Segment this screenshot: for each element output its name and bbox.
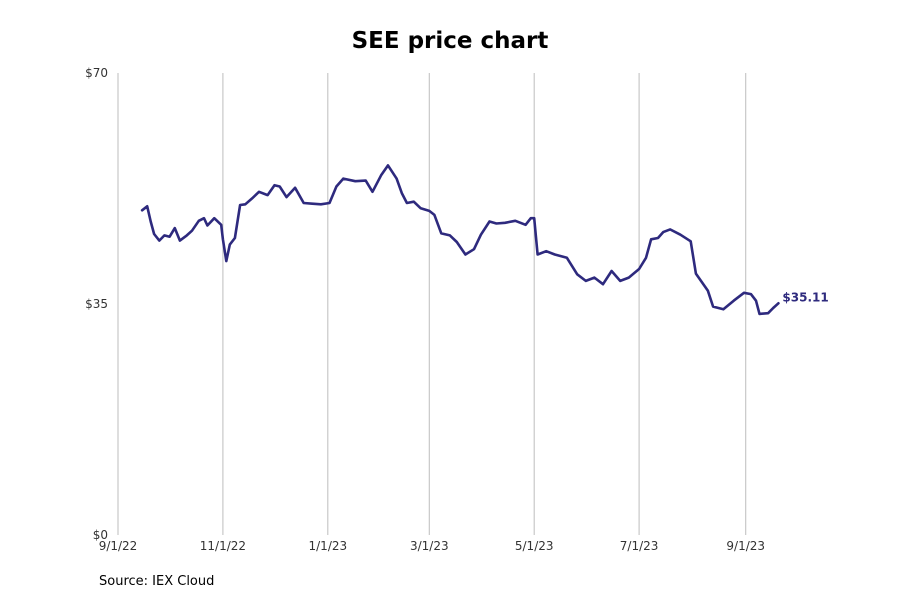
source-note: Source: IEX Cloud	[99, 574, 215, 589]
grid-lines	[117, 73, 747, 535]
x-tick-label: 9/1/22	[99, 539, 138, 553]
y-tick-label: $35	[85, 297, 108, 311]
x-tick-label: 7/1/23	[620, 539, 659, 553]
x-tick-label: 3/1/23	[410, 539, 449, 553]
chart-title: SEE price chart	[351, 28, 549, 54]
y-tick-label: $70	[85, 66, 108, 80]
price-series-line	[140, 164, 780, 316]
y-axis-ticks: $0 $35 $70	[85, 66, 108, 542]
y-tick-label: $0	[93, 528, 108, 542]
x-tick-label: 11/1/22	[200, 539, 246, 553]
x-axis-ticks: 9/1/22 11/1/22 1/1/23 3/1/23 5/1/23 7/1/23 9/1…	[99, 539, 765, 553]
x-tick-label: 5/1/23	[515, 539, 554, 553]
x-tick-label: 1/1/23	[309, 539, 348, 553]
x-tick-label: 9/1/23	[726, 539, 765, 553]
last-price-label: $35.11	[782, 290, 828, 304]
